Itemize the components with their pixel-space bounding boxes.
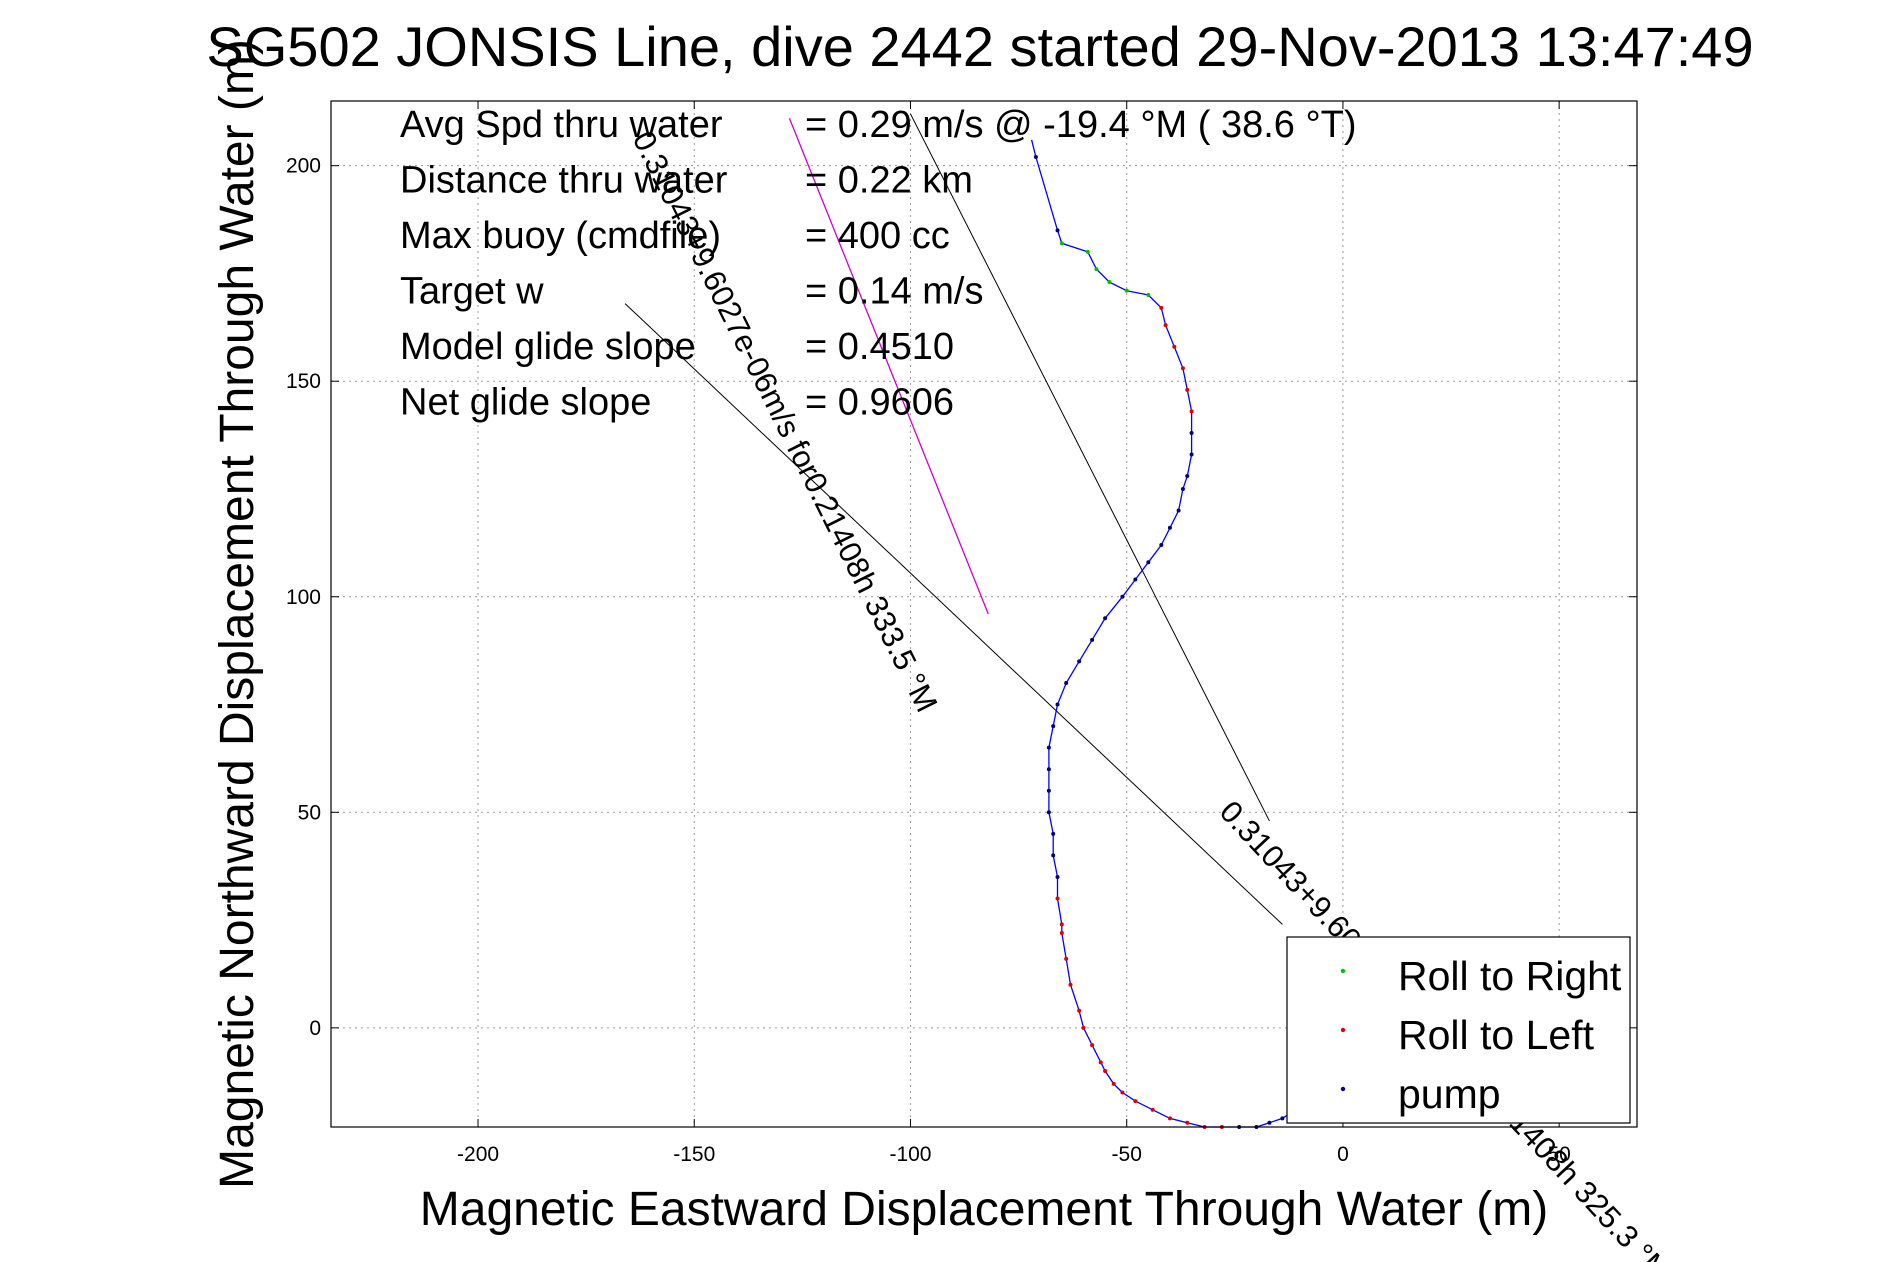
track-point [1059,241,1064,246]
track-point [1077,659,1082,664]
chart-title: SG502 JONSIS Line, dive 2442 started 29-… [206,15,1753,78]
track-point [1167,1116,1172,1121]
stat-label: Avg Spd thru water [400,104,723,146]
x-tick-label: 50 [1547,1143,1570,1166]
track-point [1167,525,1172,530]
track-point [1172,344,1177,349]
stat-value: = 0.4510 [805,326,954,368]
track-point [1189,430,1194,435]
stat-value: = 0.9606 [805,382,954,424]
guide-lines [624,113,1283,925]
guide-line [910,113,1270,822]
track-point [1055,896,1060,901]
track-point [1103,1068,1108,1073]
track-point [1185,474,1190,479]
legend-marker [1340,1086,1346,1092]
y-tick-label: 50 [298,801,321,824]
x-tick-label: 0 [1337,1143,1349,1166]
track-point [1150,1107,1155,1112]
legend-label: pump [1398,1071,1501,1117]
legend: Roll to Right Roll to Left pump [1286,936,1631,1124]
track-point [1176,508,1181,513]
stats-block: Avg Spd thru water = 0.29 m/s @ -19.4 °M … [400,104,1357,424]
x-axis-label: Magnetic Eastward Displacement Through W… [420,1183,1548,1236]
track-point [1185,387,1190,392]
y-axis-label: Magnetic Northward Displacement Through … [211,39,264,1189]
x-axis-ticks: -200 -150 -100 -50 0 50 [457,101,1571,1166]
stat-value: = 0.29 m/s @ -19.4 °M ( 38.6 °T) [805,104,1357,146]
track-point [1120,1090,1125,1095]
gridlines [331,101,1637,1127]
track-point [1055,702,1060,707]
track-point [1046,788,1051,793]
track-point [1180,486,1185,491]
track-point [1107,280,1112,285]
track-point [1280,1116,1285,1121]
x-tick-label: -150 [673,1143,715,1166]
track-point [1059,922,1064,927]
track-point [1124,288,1129,293]
stat-label: Max buoy (cmdfile) [400,215,721,257]
track-point [1159,305,1164,310]
track-point [1133,1099,1138,1104]
track-point [1111,1081,1116,1086]
legend-marker [1340,968,1346,974]
track-point [1064,680,1069,685]
track-point [1189,452,1194,457]
track-point [1090,637,1095,642]
track-point [1059,931,1064,936]
x-tick-label: -50 [1112,1143,1142,1166]
stat-label: Net glide slope [400,382,651,424]
track-point [1180,366,1185,371]
stat-value: = 0.14 m/s [805,271,983,313]
track-point [1146,292,1151,297]
track-point [1146,560,1151,565]
y-tick-label: 200 [286,155,321,178]
track-point [1189,409,1194,414]
track-point [1046,810,1051,815]
guide-line [624,303,1283,925]
y-tick-label: 150 [286,370,321,393]
stat-value: = 0.22 km [805,160,973,202]
track-point [1055,874,1060,879]
y-tick-label: 0 [309,1017,321,1040]
legend-label: Roll to Right [1398,953,1622,999]
track-point [1033,155,1038,160]
series-line-pitch [788,117,989,615]
data-series [788,117,1298,1129]
y-axis-ticks: 0 50 100 150 200 [286,155,1637,1040]
track-point [1090,1043,1095,1048]
track-point [1163,323,1168,328]
track-point [1051,831,1056,836]
stat-value: = 400 cc [805,215,950,257]
plot-frame [330,100,1638,1128]
y-tick-label: 100 [286,586,321,609]
track-point [1103,616,1108,621]
x-tick-label: -200 [457,1143,499,1166]
track-point [1085,249,1090,254]
track-point [1267,1120,1272,1125]
track-point [1051,853,1056,858]
track-point [1120,594,1125,599]
track-point [1068,982,1073,987]
track-point [1159,543,1164,548]
track-point [1046,767,1051,772]
track-point [1077,1008,1082,1013]
track-point [1094,267,1099,272]
track-point [1098,1060,1103,1065]
track-point [1185,1120,1190,1125]
track-point [1064,956,1069,961]
legend-marker [1340,1027,1346,1033]
legend-label: Roll to Left [1398,1012,1595,1058]
track-point [1133,577,1138,582]
stat-label: Model glide slope [400,326,696,368]
track-point [1051,724,1056,729]
stat-label: Target w [400,271,544,313]
track-point [1055,228,1060,233]
stat-label: Distance thru water [400,160,728,202]
track-point [1046,745,1051,750]
track-point [1081,1025,1086,1030]
x-tick-label: -100 [889,1143,931,1166]
